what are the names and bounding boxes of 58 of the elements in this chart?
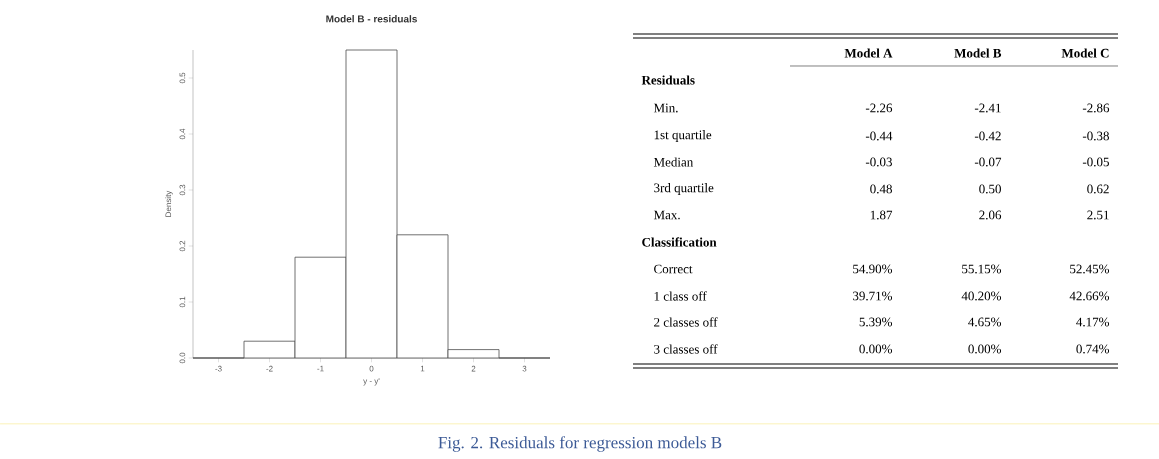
x-tick-label: 1 (420, 365, 425, 372)
text: 55.15% (962, 264, 1002, 274)
category-label: 3rd quartile (654, 183, 714, 195)
text: 0.00% (968, 344, 1002, 354)
category-label: Correct (654, 264, 693, 274)
category-label: Min. (653, 103, 678, 113)
category-label: 1st quartile (654, 130, 712, 142)
category-label: 3 classes off (654, 344, 718, 354)
text: 54.90% (853, 264, 893, 274)
chart-title: Model B - residuals (326, 15, 417, 23)
y-tick-label: 0.4 (179, 128, 186, 140)
x-axis-title: y - y' (363, 378, 380, 386)
category-label: Max. (653, 210, 680, 220)
category-label: Median (653, 157, 694, 167)
text: -0.03 (865, 157, 892, 167)
text: -0.38 (1082, 131, 1109, 141)
category-label: Model B (954, 48, 1002, 58)
caption: Fig. 2. Residuals for regression models B (438, 436, 722, 452)
x-tick-label: -3 (215, 365, 222, 372)
category-label: Residuals (641, 75, 695, 85)
x-tick-label: -2 (266, 365, 273, 372)
y-tick-label: 0.0 (179, 352, 186, 364)
category-label: Classification (642, 237, 717, 247)
x-tick-label: 2 (471, 365, 476, 372)
text: 40.20% (961, 291, 1002, 301)
category-label: Model C (1061, 48, 1109, 58)
y-tick-label: 0.3 (179, 184, 186, 196)
text: -2.86 (1082, 103, 1110, 113)
text: 4.65% (968, 317, 1002, 327)
category-label: 1 class off (654, 291, 707, 301)
text: 4.17% (1076, 317, 1110, 327)
text: 0.74% (1076, 344, 1110, 354)
text: 5.39% (859, 317, 893, 327)
y-axis-title: Density (165, 190, 173, 217)
text: 2.06 (979, 210, 1002, 220)
text: 0.48 (870, 184, 892, 194)
x-tick-label: 0 (369, 365, 374, 372)
text: 39.71% (853, 291, 893, 301)
text: -0.05 (1082, 157, 1109, 167)
text: 52.45% (1070, 264, 1110, 274)
text: 1.87 (870, 210, 893, 220)
y-tick-label: 0.2 (179, 240, 186, 252)
text: -2.41 (974, 103, 1001, 113)
category-label: Model A (844, 48, 893, 58)
text: 0.50 (979, 184, 1001, 194)
y-tick-label: 0.5 (179, 72, 186, 84)
text: -0.07 (974, 157, 1002, 167)
text: -0.42 (974, 131, 1001, 141)
text: 42.66% (1069, 291, 1110, 301)
category-label: 2 classes off (654, 317, 718, 327)
x-tick-label: 3 (522, 365, 527, 372)
y-tick-label: 0.1 (179, 296, 186, 308)
text: 0.62 (1087, 184, 1109, 194)
text: -0.44 (865, 131, 893, 141)
text: -2.26 (865, 103, 893, 113)
text: 0.00% (859, 344, 893, 354)
x-tick-label: -1 (317, 365, 324, 372)
text: 2.51 (1087, 210, 1109, 220)
